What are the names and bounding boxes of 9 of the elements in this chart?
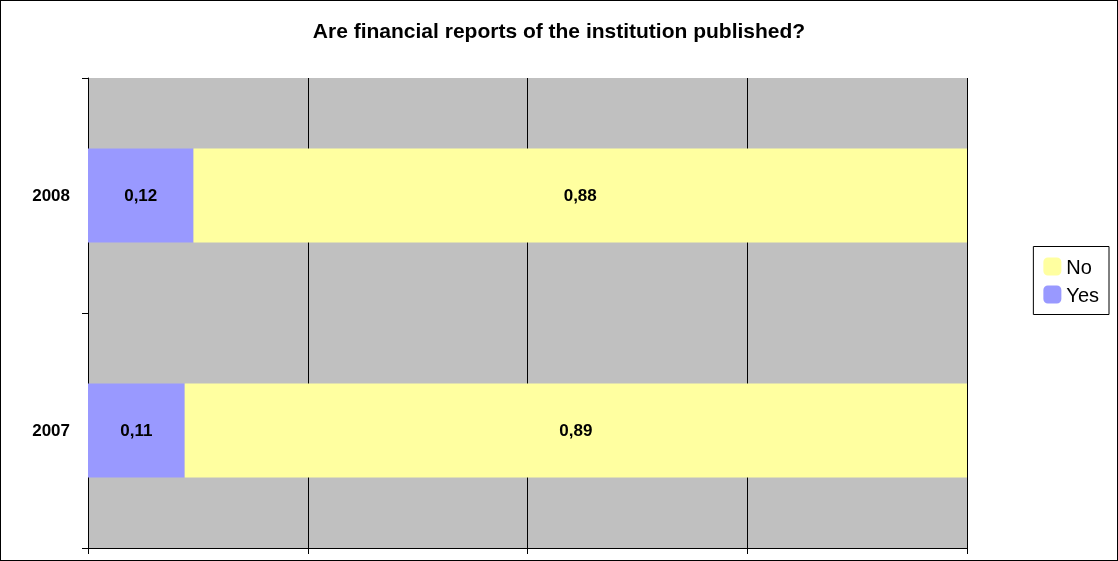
data-label: 0,12 — [124, 186, 158, 205]
data-label: 0,11 — [120, 421, 153, 440]
y-tick-label: 2008 — [32, 186, 70, 205]
chart-title: Are financial reports of the institution published? — [312, 19, 806, 42]
legend-label: Yes — [1066, 283, 1100, 306]
data-label: 0,88 — [563, 186, 597, 205]
legend-label: No — [1066, 255, 1092, 278]
data-label: 0,89 — [559, 421, 593, 440]
y-tick-label: 2007 — [32, 421, 70, 440]
